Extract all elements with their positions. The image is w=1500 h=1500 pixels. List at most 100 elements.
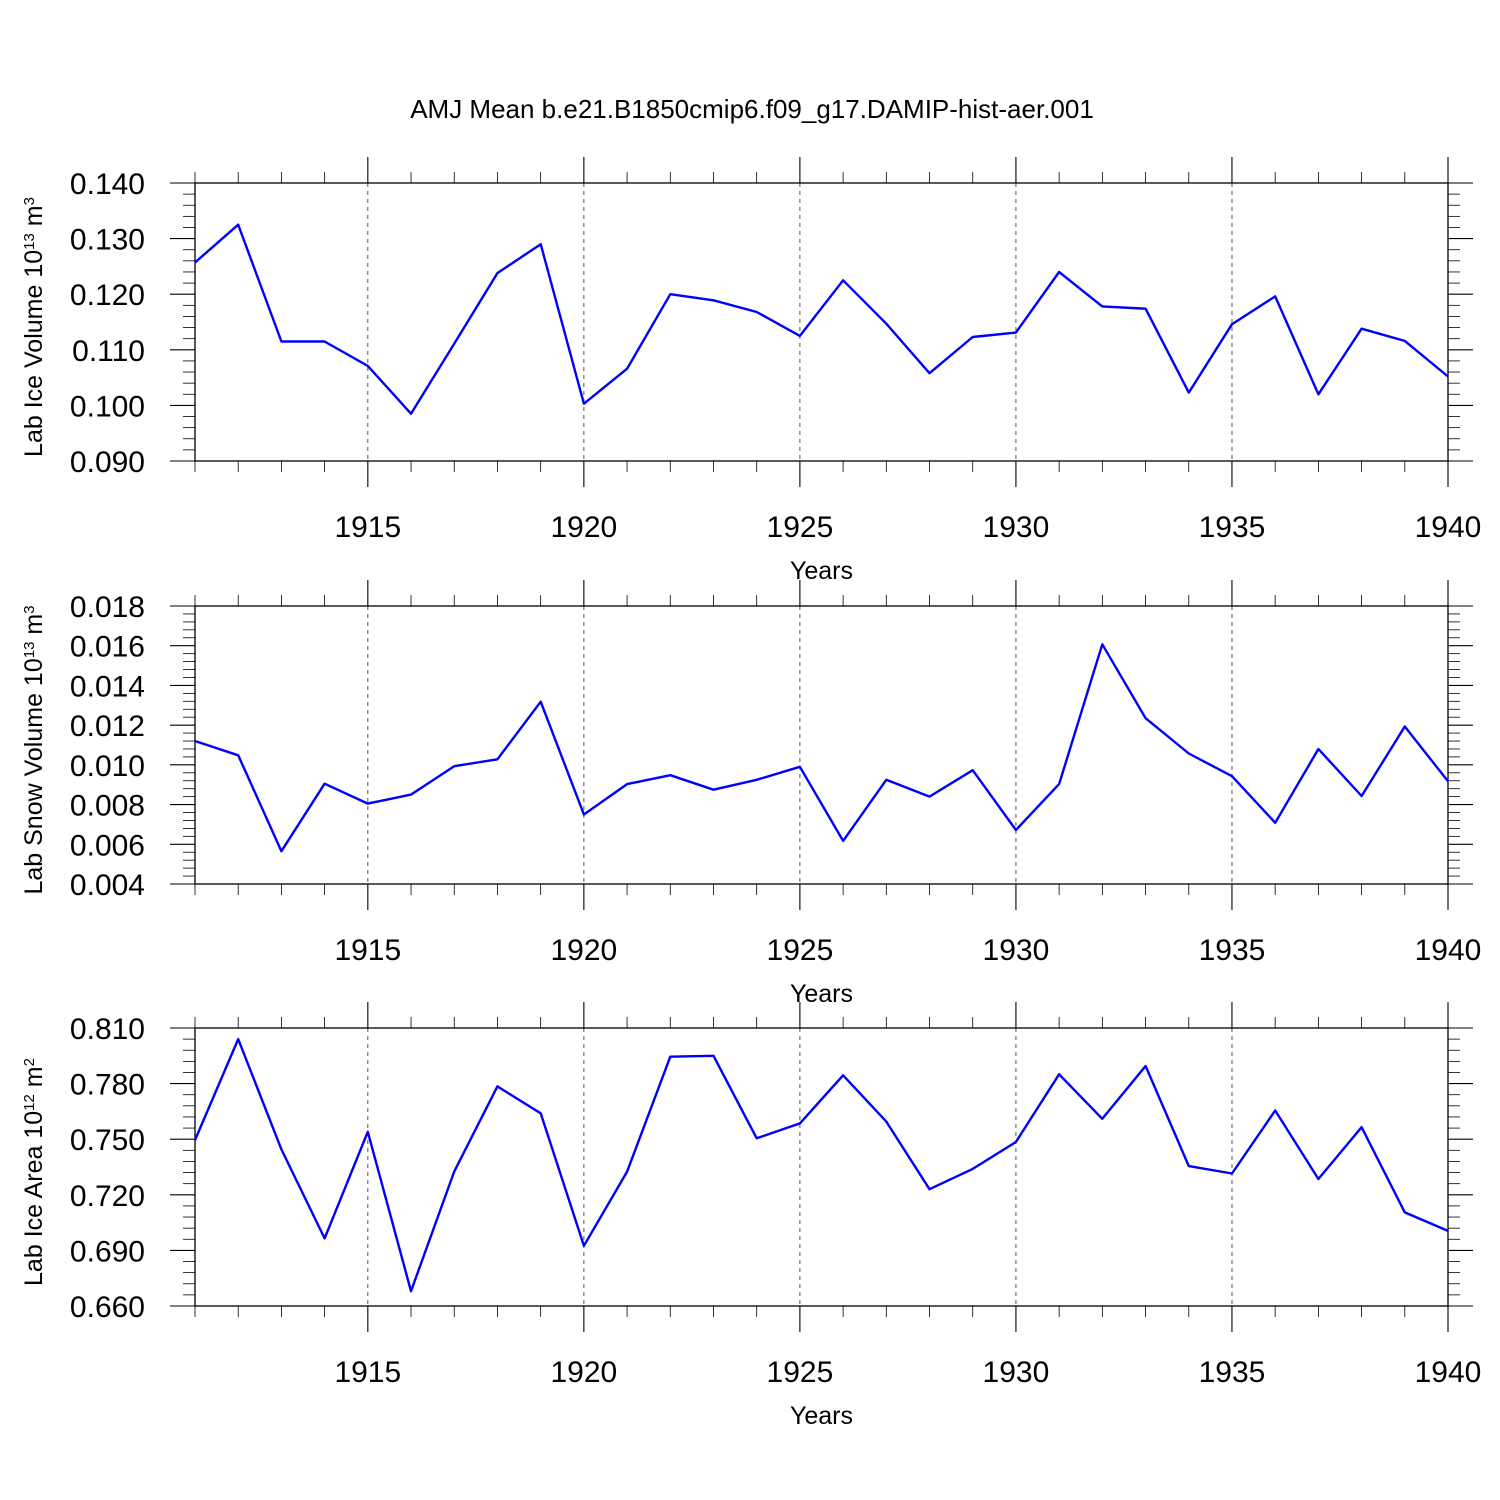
x-tick-label: 1925 xyxy=(767,934,834,967)
y-tick-label: 0.010 xyxy=(70,750,145,783)
y-tick-label: 0.130 xyxy=(70,224,145,257)
y-tick-label: 0.090 xyxy=(70,446,145,479)
y-tick-label: 0.120 xyxy=(70,279,145,312)
data-point xyxy=(1403,1210,1407,1214)
data-point xyxy=(1446,374,1450,378)
data-point xyxy=(452,1170,456,1174)
data-point xyxy=(798,765,802,769)
y-tick-label: 0.140 xyxy=(70,168,145,201)
data-point xyxy=(539,1111,543,1115)
data-point xyxy=(798,334,802,338)
y-tick-label: 0.110 xyxy=(72,335,145,368)
y-tick-label: 0.750 xyxy=(70,1124,145,1157)
data-point xyxy=(582,1244,586,1248)
data-point xyxy=(668,1055,672,1059)
y-axis-label-superscript: 3 xyxy=(21,605,38,613)
data-point xyxy=(1057,782,1061,786)
plot-frame xyxy=(194,605,1449,885)
x-axis-label: Years xyxy=(790,1402,853,1430)
data-point xyxy=(1057,270,1061,274)
data-point xyxy=(409,412,413,416)
data-point xyxy=(193,739,197,743)
data-point xyxy=(625,367,629,371)
data-point xyxy=(193,261,197,265)
y-tick-label: 0.012 xyxy=(70,710,145,743)
data-point xyxy=(928,1187,932,1191)
y-tick-label: 0.018 xyxy=(70,591,145,624)
data-point xyxy=(323,782,327,786)
data-point xyxy=(1273,821,1277,825)
data-point xyxy=(193,1138,197,1142)
data-point xyxy=(1100,642,1104,646)
data-point xyxy=(236,1037,240,1041)
panels: 0.090 0.100 0.110 0.120 0.130 0.140 1915 1920 19… xyxy=(20,157,1481,1430)
data-point xyxy=(1100,1117,1104,1121)
y-tick-label: 0.006 xyxy=(70,829,145,862)
data-point xyxy=(1187,391,1191,395)
y-tick-label: 0.690 xyxy=(70,1235,145,1268)
data-point xyxy=(1273,294,1277,298)
data-point xyxy=(366,364,370,368)
data-point xyxy=(625,782,629,786)
data-point xyxy=(668,773,672,777)
data-point xyxy=(755,1136,759,1140)
y-axis-label-text: m xyxy=(20,614,48,642)
y-axis-label: Lab Ice Volume 1013 m3 xyxy=(20,197,48,457)
y-axis-label-text: m xyxy=(20,1066,48,1094)
data-point xyxy=(495,271,499,275)
plot-frame xyxy=(194,1027,1449,1307)
x-axis-label: Years xyxy=(790,557,853,585)
y-tick-label: 0.008 xyxy=(70,790,145,823)
data-point xyxy=(279,849,283,853)
x-tick-label: 1915 xyxy=(334,934,401,967)
y-tick-label: 0.780 xyxy=(70,1069,145,1102)
data-point xyxy=(884,1120,888,1124)
x-tick-label: 1915 xyxy=(334,1356,401,1389)
y-tick-label: 0.810 xyxy=(70,1013,145,1046)
plot-frame xyxy=(194,182,1449,462)
data-point xyxy=(1446,779,1450,783)
data-point xyxy=(928,795,932,799)
series-line xyxy=(194,643,1449,853)
data-point xyxy=(323,339,327,343)
data-point xyxy=(1360,794,1364,798)
data-point xyxy=(1187,1164,1191,1168)
x-tick-label: 1920 xyxy=(550,511,617,544)
data-point xyxy=(279,339,283,343)
x-tick-label: 1930 xyxy=(983,1356,1050,1389)
data-point xyxy=(1187,752,1191,756)
data-point xyxy=(1403,725,1407,729)
data-point xyxy=(884,322,888,326)
series-line xyxy=(194,223,1449,415)
data-point xyxy=(971,768,975,772)
panel-1: 0.090 0.100 0.110 0.120 0.130 0.140 1915 1920 19… xyxy=(20,157,1481,585)
y-tick-label: 0.660 xyxy=(70,1291,145,1324)
data-point xyxy=(1144,307,1148,311)
data-point xyxy=(539,242,543,246)
data-point xyxy=(1014,331,1018,335)
y-tick-label: 0.016 xyxy=(70,631,145,664)
data-point xyxy=(495,1084,499,1088)
x-tick-label: 1930 xyxy=(983,934,1050,967)
x-axis-label: Years xyxy=(790,980,853,1008)
y-axis-label-superscript: 13 xyxy=(21,233,38,250)
data-point xyxy=(1057,1072,1061,1076)
x-tick-label: 1925 xyxy=(767,511,834,544)
data-point xyxy=(409,1289,413,1293)
data-point xyxy=(366,802,370,806)
data-point xyxy=(1360,1125,1364,1129)
panel-3: 0.660 0.690 0.720 0.750 0.780 0.810 1915 1920 19… xyxy=(20,1002,1481,1430)
chart-title: AMJ Mean b.e21.B1850cmip6.f09_g17.DAMIP-… xyxy=(410,94,1094,124)
data-point xyxy=(1403,339,1407,343)
x-tick-label: 1935 xyxy=(1199,934,1266,967)
x-tick-label: 1935 xyxy=(1199,1356,1266,1389)
x-tick-label: 1940 xyxy=(1415,1356,1482,1389)
data-point xyxy=(971,1167,975,1171)
data-point xyxy=(711,1054,715,1058)
data-point xyxy=(1446,1229,1450,1233)
y-axis-label-text: Lab Ice Volume 10 xyxy=(20,250,48,457)
data-point xyxy=(1316,392,1320,396)
data-point xyxy=(625,1170,629,1174)
data-point xyxy=(971,335,975,339)
